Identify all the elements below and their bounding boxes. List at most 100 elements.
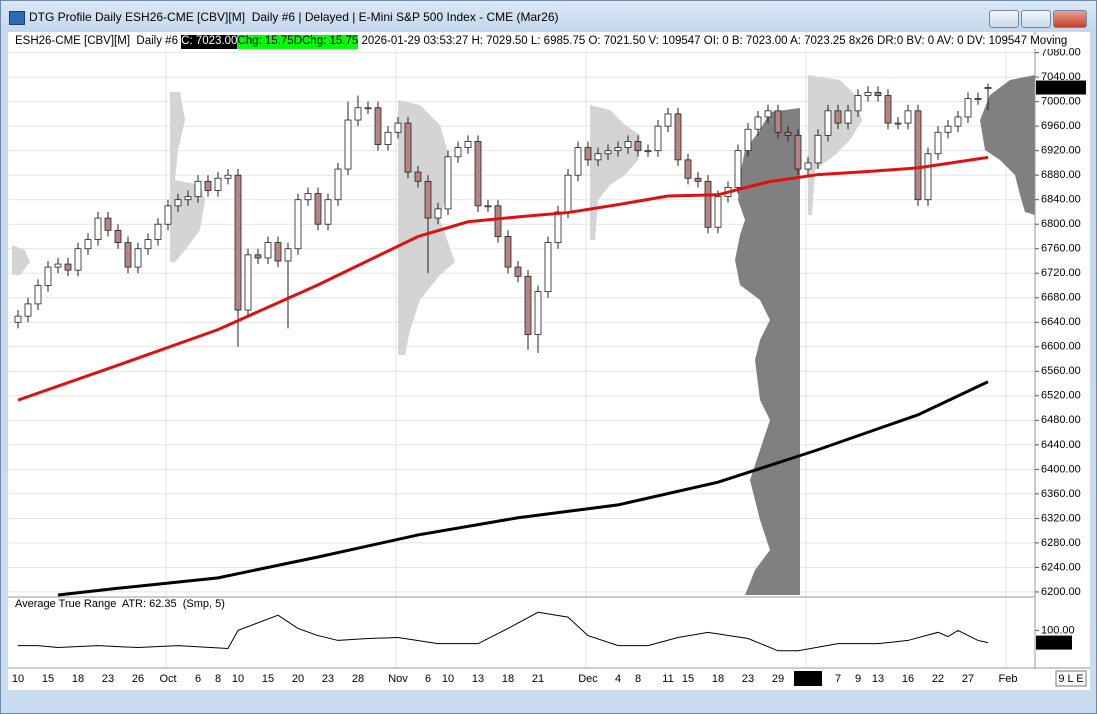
candle-body [914,110,922,201]
corner-label[interactable]: 9 L E [1058,673,1083,685]
x-tick-label: 15 [42,673,54,685]
candle-body [484,205,492,208]
candle-body [344,119,352,170]
x-tick-label: 28 [352,673,364,685]
candle-body [64,263,72,271]
candle-body [844,110,852,124]
y-tick-label: 7080.00 [1041,47,1081,59]
x-tick-label: 9 [855,673,861,685]
candle-body [324,199,332,225]
candle-body [354,107,362,121]
y-tick-label: 6480.00 [1041,414,1081,426]
atr-tick-label: 100.00 [1041,624,1075,636]
candle-body [304,193,312,201]
candle-body [194,180,202,198]
candle-body [714,196,722,228]
candle-body [384,131,392,145]
candle-body [114,229,122,244]
x-tick-label: 20 [292,673,304,685]
volume-profile [170,92,205,262]
candle-body [584,147,592,161]
candle-body [654,125,662,152]
candle-body [44,266,52,286]
candle-body [54,263,62,268]
candle-body [894,122,902,125]
atr-line [18,611,989,652]
y-tick-label: 6240.00 [1041,561,1081,573]
app-icon [9,11,25,25]
candle-body [184,196,192,201]
candle-body [394,122,402,133]
candle-body [964,98,972,118]
atr-label: Average True Range ATR: 62.35 (Smp, 5) [15,598,225,610]
window-title: DTG Profile Daily ESH26-CME [CBV][M] Dai… [29,10,559,24]
y-tick-label: 6760.00 [1041,243,1081,255]
moving-average [17,155,989,402]
candle-body [224,174,232,179]
last-price-tag [1036,80,1086,95]
candle-body [124,242,132,268]
y-tick-label: 6880.00 [1041,169,1081,181]
candle-body [574,147,582,176]
x-tick-label: 6 [425,673,431,685]
candle-body [374,107,382,145]
candle-body [274,242,282,262]
candle-body [904,110,912,124]
candle-body [314,193,322,225]
candle-body [854,95,862,112]
moving-average [57,380,989,597]
candle-body [974,98,982,100]
candle-body [814,134,822,164]
candle-body [84,239,92,250]
candle-body [34,285,42,305]
candle-body [744,128,752,152]
volume-profiles-dark [735,75,1035,595]
candle-body [164,205,172,225]
candle-body [234,174,242,311]
candle-body [514,266,522,277]
candle-body [494,205,502,237]
y-tick-label: 6360.00 [1041,488,1081,500]
x-tick-label: 22 [932,673,944,685]
info-field: DChg: 15.75 [293,35,359,49]
y-tick-label: 6800.00 [1041,218,1081,230]
x-tick-label: 13 [472,673,484,685]
x-tick-label: 4 [615,673,621,685]
x-tick-label: 8 [635,673,641,685]
info-field: Chg: 15.75 [237,35,294,49]
candle-body [254,254,262,259]
minimize-button[interactable] [989,10,1019,28]
candle-body [934,131,942,155]
candle-body [414,171,422,182]
y-tick-label: 6400.00 [1041,463,1081,475]
candle-body [464,141,472,149]
candle-body [434,208,442,219]
atr-tag-label: 62.35 [1040,636,1068,648]
candle-body [14,315,22,323]
candle-body [774,110,782,133]
atr-tag [1036,635,1072,650]
candle-body [404,122,412,173]
y-tick-label: 6720.00 [1041,267,1081,279]
x-tick-label: 27 [962,673,974,685]
candle-body [944,125,952,133]
close-button[interactable] [1053,10,1087,28]
candle-body [564,174,572,213]
candle-body [204,180,212,191]
maximize-button[interactable] [1021,10,1051,28]
x-tick-label: 2026 [796,673,820,685]
y-tick-label: 7000.00 [1041,96,1081,108]
candle-body [734,150,742,188]
candle-body [24,303,32,317]
x-tick-label: 23 [322,673,334,685]
corner-box[interactable] [1055,670,1087,687]
candle-body [764,110,772,118]
candle-body [154,223,162,240]
chart: Average True Range ATR: 62.35 (Smp, 5) 9… [8,32,1090,690]
y-tick-label: 6320.00 [1041,512,1081,524]
candle-body [884,95,892,124]
y-tick-label: 6680.00 [1041,292,1081,304]
candle-body [104,217,112,231]
candle-body [74,248,82,271]
candle-body [264,242,272,259]
